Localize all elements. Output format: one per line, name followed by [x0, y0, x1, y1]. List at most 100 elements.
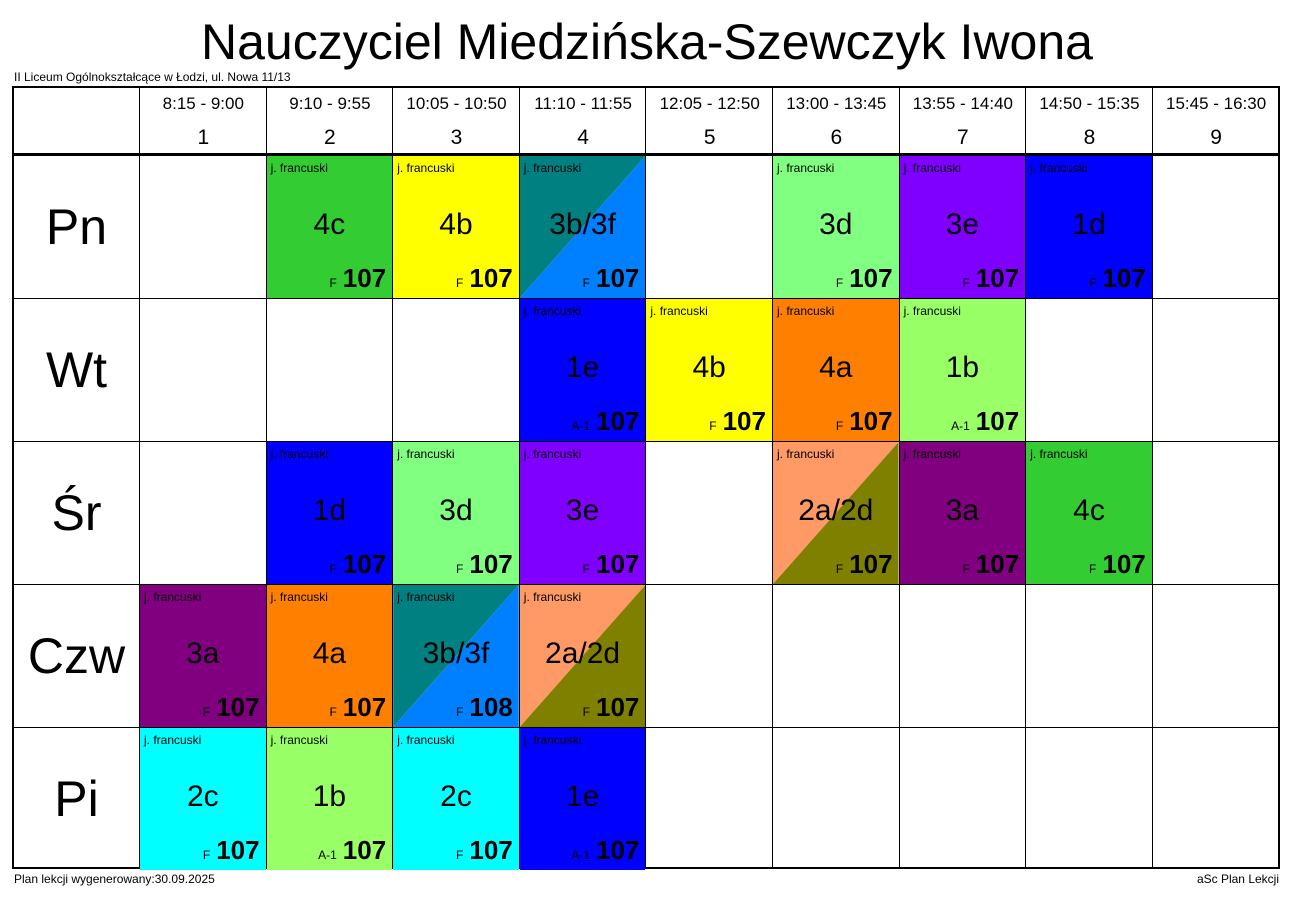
lesson-location: F 107: [456, 264, 513, 292]
lesson-subject: j. francuski: [270, 590, 328, 604]
day-label: Czw: [27, 628, 126, 684]
lesson-building: A-1: [318, 848, 337, 862]
software-credit: aSc Plan Lekcji: [1196, 872, 1279, 886]
lesson-building: F: [329, 705, 337, 719]
lesson-room: 107: [849, 263, 893, 293]
period-number: 4: [577, 126, 589, 149]
lesson-location: F 107: [709, 407, 766, 435]
lesson-class: 2a/2d: [798, 494, 874, 527]
lesson-cell[interactable]: j. francuski 1b A-1 107: [266, 728, 393, 870]
lesson-cell[interactable]: j. francuski 3d F 107: [393, 442, 519, 584]
period-header: 10:05 - 10:50 3: [393, 88, 520, 155]
lesson-cell[interactable]: j. francuski 2a/2d F 107: [773, 442, 899, 584]
lesson-location: F 107: [203, 836, 260, 864]
grid-line-vertical: [1025, 88, 1027, 867]
grid-line-vertical: [265, 88, 267, 867]
lesson-cell[interactable]: j. francuski 2c F 107: [393, 728, 519, 870]
lesson-cell[interactable]: j. francuski 4b F 107: [646, 299, 772, 441]
lesson-class: 1b: [312, 780, 347, 813]
period-time: 10:05 - 10:50: [406, 94, 507, 113]
lesson-class: 3e: [565, 494, 600, 527]
lesson-subject: j. francuski: [650, 304, 708, 318]
lesson-room: 107: [1102, 263, 1146, 293]
page-title: Nauczyciel Miedzińska-Szewczyk Iwona: [201, 14, 1093, 70]
lesson-location: F 107: [836, 264, 893, 292]
period-time: 11:10 - 11:55: [534, 94, 632, 113]
school-name: II Liceum Ogólnokształcące w Łodzi, ul. …: [14, 70, 291, 84]
lesson-class: 2c: [186, 780, 219, 813]
lesson-class: 3b/3f: [549, 208, 616, 241]
lesson-location: F 107: [836, 407, 893, 435]
period-number: 8: [1083, 126, 1096, 149]
lesson-cell[interactable]: j. francuski 3e F 107: [899, 156, 1026, 298]
grid-line-horizontal: [14, 727, 1278, 728]
lesson-cell[interactable]: j. francuski 1d F 107: [266, 442, 393, 584]
lesson-class: 1e: [565, 351, 600, 384]
period-time: 14:50 - 15:35: [1039, 94, 1140, 113]
lesson-subject: j. francuski: [1030, 161, 1088, 175]
lesson-subject: j. francuski: [777, 161, 835, 175]
lesson-cell[interactable]: j. francuski 2c F 107: [140, 728, 266, 870]
period-time: 13:55 - 14:40: [912, 94, 1013, 113]
period-number: 2: [324, 126, 336, 149]
lesson-cell[interactable]: j. francuski 1b A-1 107: [899, 299, 1026, 441]
lesson-location: F 107: [456, 550, 513, 578]
lesson-location: F 107: [203, 693, 260, 721]
lesson-location: F 107: [329, 264, 386, 292]
day-label: Wt: [45, 342, 108, 398]
lesson-room: 107: [596, 692, 640, 722]
lesson-cell[interactable]: j. francuski 3b/3f F 107: [519, 156, 646, 298]
lesson-location: F 107: [583, 693, 640, 721]
grid-line-vertical: [772, 88, 773, 867]
lesson-subject: j. francuski: [144, 590, 202, 604]
grid-line-vertical: [645, 88, 647, 867]
lesson-cell[interactable]: j. francuski 4c F 107: [1026, 442, 1152, 584]
lesson-building: F: [709, 419, 717, 433]
period-header: 15:45 - 16:30 9: [1153, 88, 1280, 155]
period-time: 15:45 - 16:30: [1165, 94, 1267, 113]
lesson-room: 107: [975, 549, 1020, 579]
lesson-location: A-1 107: [571, 407, 639, 435]
lesson-building: F: [1089, 562, 1097, 576]
lesson-cell[interactable]: j. francuski 4c F 107: [266, 156, 393, 298]
lesson-location: F 107: [329, 550, 386, 578]
lesson-class: 4b: [692, 351, 726, 384]
lesson-room: 107: [849, 549, 893, 579]
lesson-subject: j. francuski: [903, 447, 961, 461]
lesson-cell[interactable]: j. francuski 3d F 107: [773, 156, 899, 298]
lesson-cell[interactable]: j. francuski 4a F 107: [773, 299, 899, 441]
lesson-cell[interactable]: j. francuski 2a/2d F 107: [519, 585, 646, 727]
period-header: 14:50 - 15:35 8: [1026, 88, 1153, 155]
lesson-cell[interactable]: j. francuski 1e A-1 107: [519, 728, 646, 870]
period-header: 11:10 - 11:55 4: [520, 88, 647, 155]
period-number: 9: [1210, 126, 1222, 149]
lesson-room: 108: [469, 692, 513, 722]
day-label: Pn: [45, 199, 108, 255]
period-header: 13:00 - 13:45 6: [773, 88, 900, 155]
grid-line-day: [139, 88, 140, 867]
lesson-subject: j. francuski: [270, 161, 328, 175]
lesson-room: 107: [849, 406, 893, 436]
lesson-location: F 107: [583, 550, 640, 578]
lesson-building: F: [456, 848, 464, 862]
lesson-building: F: [456, 705, 464, 719]
lesson-cell[interactable]: j. francuski 3e F 107: [519, 442, 646, 584]
lesson-location: F 107: [1089, 550, 1146, 578]
lesson-cell[interactable]: j. francuski 3a F 107: [899, 442, 1026, 584]
lesson-cell[interactable]: j. francuski 3a F 107: [140, 585, 266, 727]
lesson-cell[interactable]: j. francuski 4b F 107: [393, 156, 519, 298]
lesson-class: 1b: [945, 351, 980, 384]
lesson-class: 2c: [440, 780, 472, 813]
lesson-cell[interactable]: j. francuski 4a F 107: [266, 585, 393, 727]
period-number: 6: [830, 126, 843, 149]
lesson-room: 107: [469, 263, 513, 293]
lesson-building: F: [835, 419, 844, 433]
lesson-building: A-1: [571, 848, 590, 862]
lesson-cell[interactable]: j. francuski 1d F 107: [1026, 156, 1152, 298]
lesson-cell[interactable]: j. francuski 3b/3f F 108: [393, 585, 519, 727]
lesson-cell[interactable]: j. francuski 1e A-1 107: [519, 299, 646, 441]
lesson-subject: j. francuski: [397, 590, 455, 604]
period-header: 12:05 - 12:50 5: [646, 88, 773, 155]
lesson-class: 4c: [313, 208, 346, 241]
lesson-class: 4a: [819, 351, 853, 384]
